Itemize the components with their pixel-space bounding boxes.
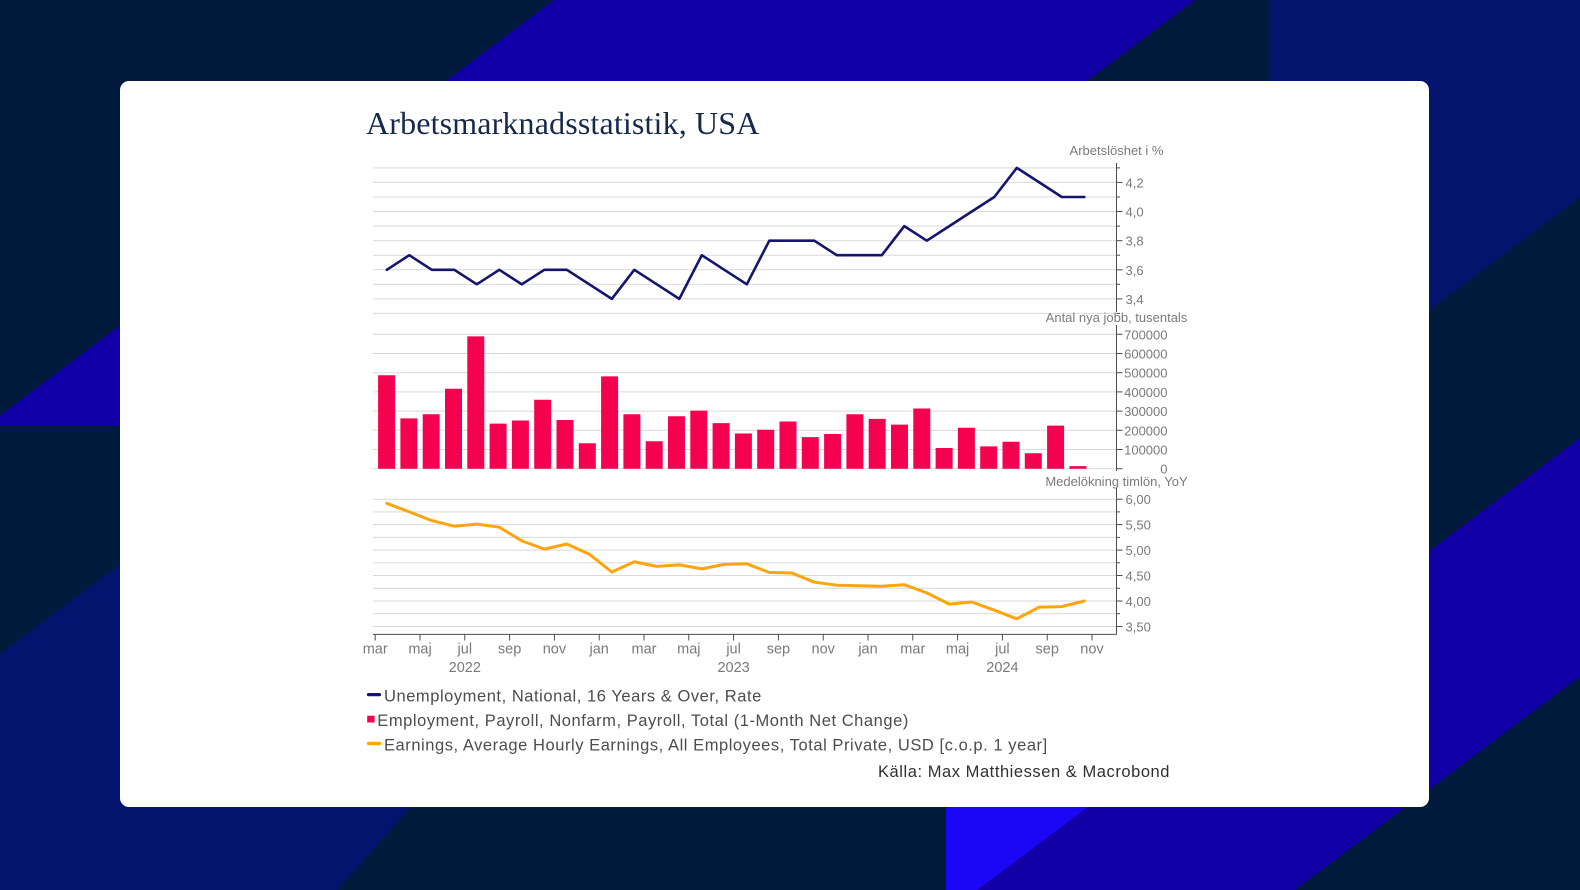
svg-text:4,50: 4,50 <box>1126 569 1151 584</box>
svg-text:Antal nya jobb, tusentals: Antal nya jobb, tusentals <box>1046 310 1188 325</box>
svg-text:Earnings, Average Hourly Earni: Earnings, Average Hourly Earnings, All E… <box>384 737 1048 755</box>
svg-text:4,2: 4,2 <box>1126 175 1144 190</box>
svg-text:jul: jul <box>725 642 741 658</box>
svg-text:jul: jul <box>994 642 1010 658</box>
svg-text:jan: jan <box>857 642 877 658</box>
svg-text:sep: sep <box>498 642 521 658</box>
svg-text:jul: jul <box>457 642 473 658</box>
svg-text:mar: mar <box>632 642 657 658</box>
svg-text:4,0: 4,0 <box>1126 205 1144 220</box>
svg-text:2024: 2024 <box>986 660 1018 676</box>
svg-text:700000: 700000 <box>1124 327 1167 342</box>
svg-text:nov: nov <box>543 642 567 658</box>
svg-text:nov: nov <box>1080 642 1104 658</box>
svg-text:3,4: 3,4 <box>1126 292 1144 307</box>
svg-text:mar: mar <box>363 642 388 658</box>
svg-text:Medelökning timlön, YoY: Medelökning timlön, YoY <box>1045 474 1188 489</box>
svg-text:Arbetslöshet i %: Arbetslöshet i % <box>1070 143 1164 158</box>
svg-text:Unemployment, National, 16 Yea: Unemployment, National, 16 Years & Over,… <box>384 688 762 706</box>
svg-text:maj: maj <box>408 642 431 658</box>
svg-text:5,50: 5,50 <box>1126 518 1151 533</box>
svg-text:nov: nov <box>812 642 836 658</box>
svg-text:500000: 500000 <box>1124 366 1167 381</box>
svg-text:Employment, Payroll, Nonfarm,: Employment, Payroll, Nonfarm, Payroll, T… <box>377 712 909 730</box>
svg-text:6,00: 6,00 <box>1126 492 1151 507</box>
svg-text:maj: maj <box>677 642 700 658</box>
svg-text:Arbetsmarknadsstatistik, USA: Arbetsmarknadsstatistik, USA <box>366 105 760 141</box>
svg-text:jan: jan <box>589 642 609 658</box>
svg-text:100000: 100000 <box>1124 443 1167 458</box>
svg-text:5,00: 5,00 <box>1126 543 1151 558</box>
svg-text:Källa: Max Matthiessen & Macro: Källa: Max Matthiessen & Macrobond <box>878 763 1170 781</box>
svg-text:200000: 200000 <box>1124 423 1167 438</box>
svg-text:4,00: 4,00 <box>1126 594 1151 609</box>
svg-text:300000: 300000 <box>1124 404 1167 419</box>
svg-text:mar: mar <box>900 642 925 658</box>
svg-text:600000: 600000 <box>1124 347 1167 362</box>
svg-text:2022: 2022 <box>449 660 481 676</box>
svg-text:2023: 2023 <box>717 660 749 676</box>
svg-text:3,8: 3,8 <box>1126 234 1144 249</box>
svg-text:0: 0 <box>1160 462 1167 477</box>
svg-text:maj: maj <box>946 642 969 658</box>
svg-text:3,6: 3,6 <box>1126 263 1144 278</box>
svg-text:sep: sep <box>767 642 790 658</box>
svg-text:3,50: 3,50 <box>1126 620 1151 635</box>
svg-text:400000: 400000 <box>1124 385 1167 400</box>
svg-text:sep: sep <box>1036 642 1059 658</box>
